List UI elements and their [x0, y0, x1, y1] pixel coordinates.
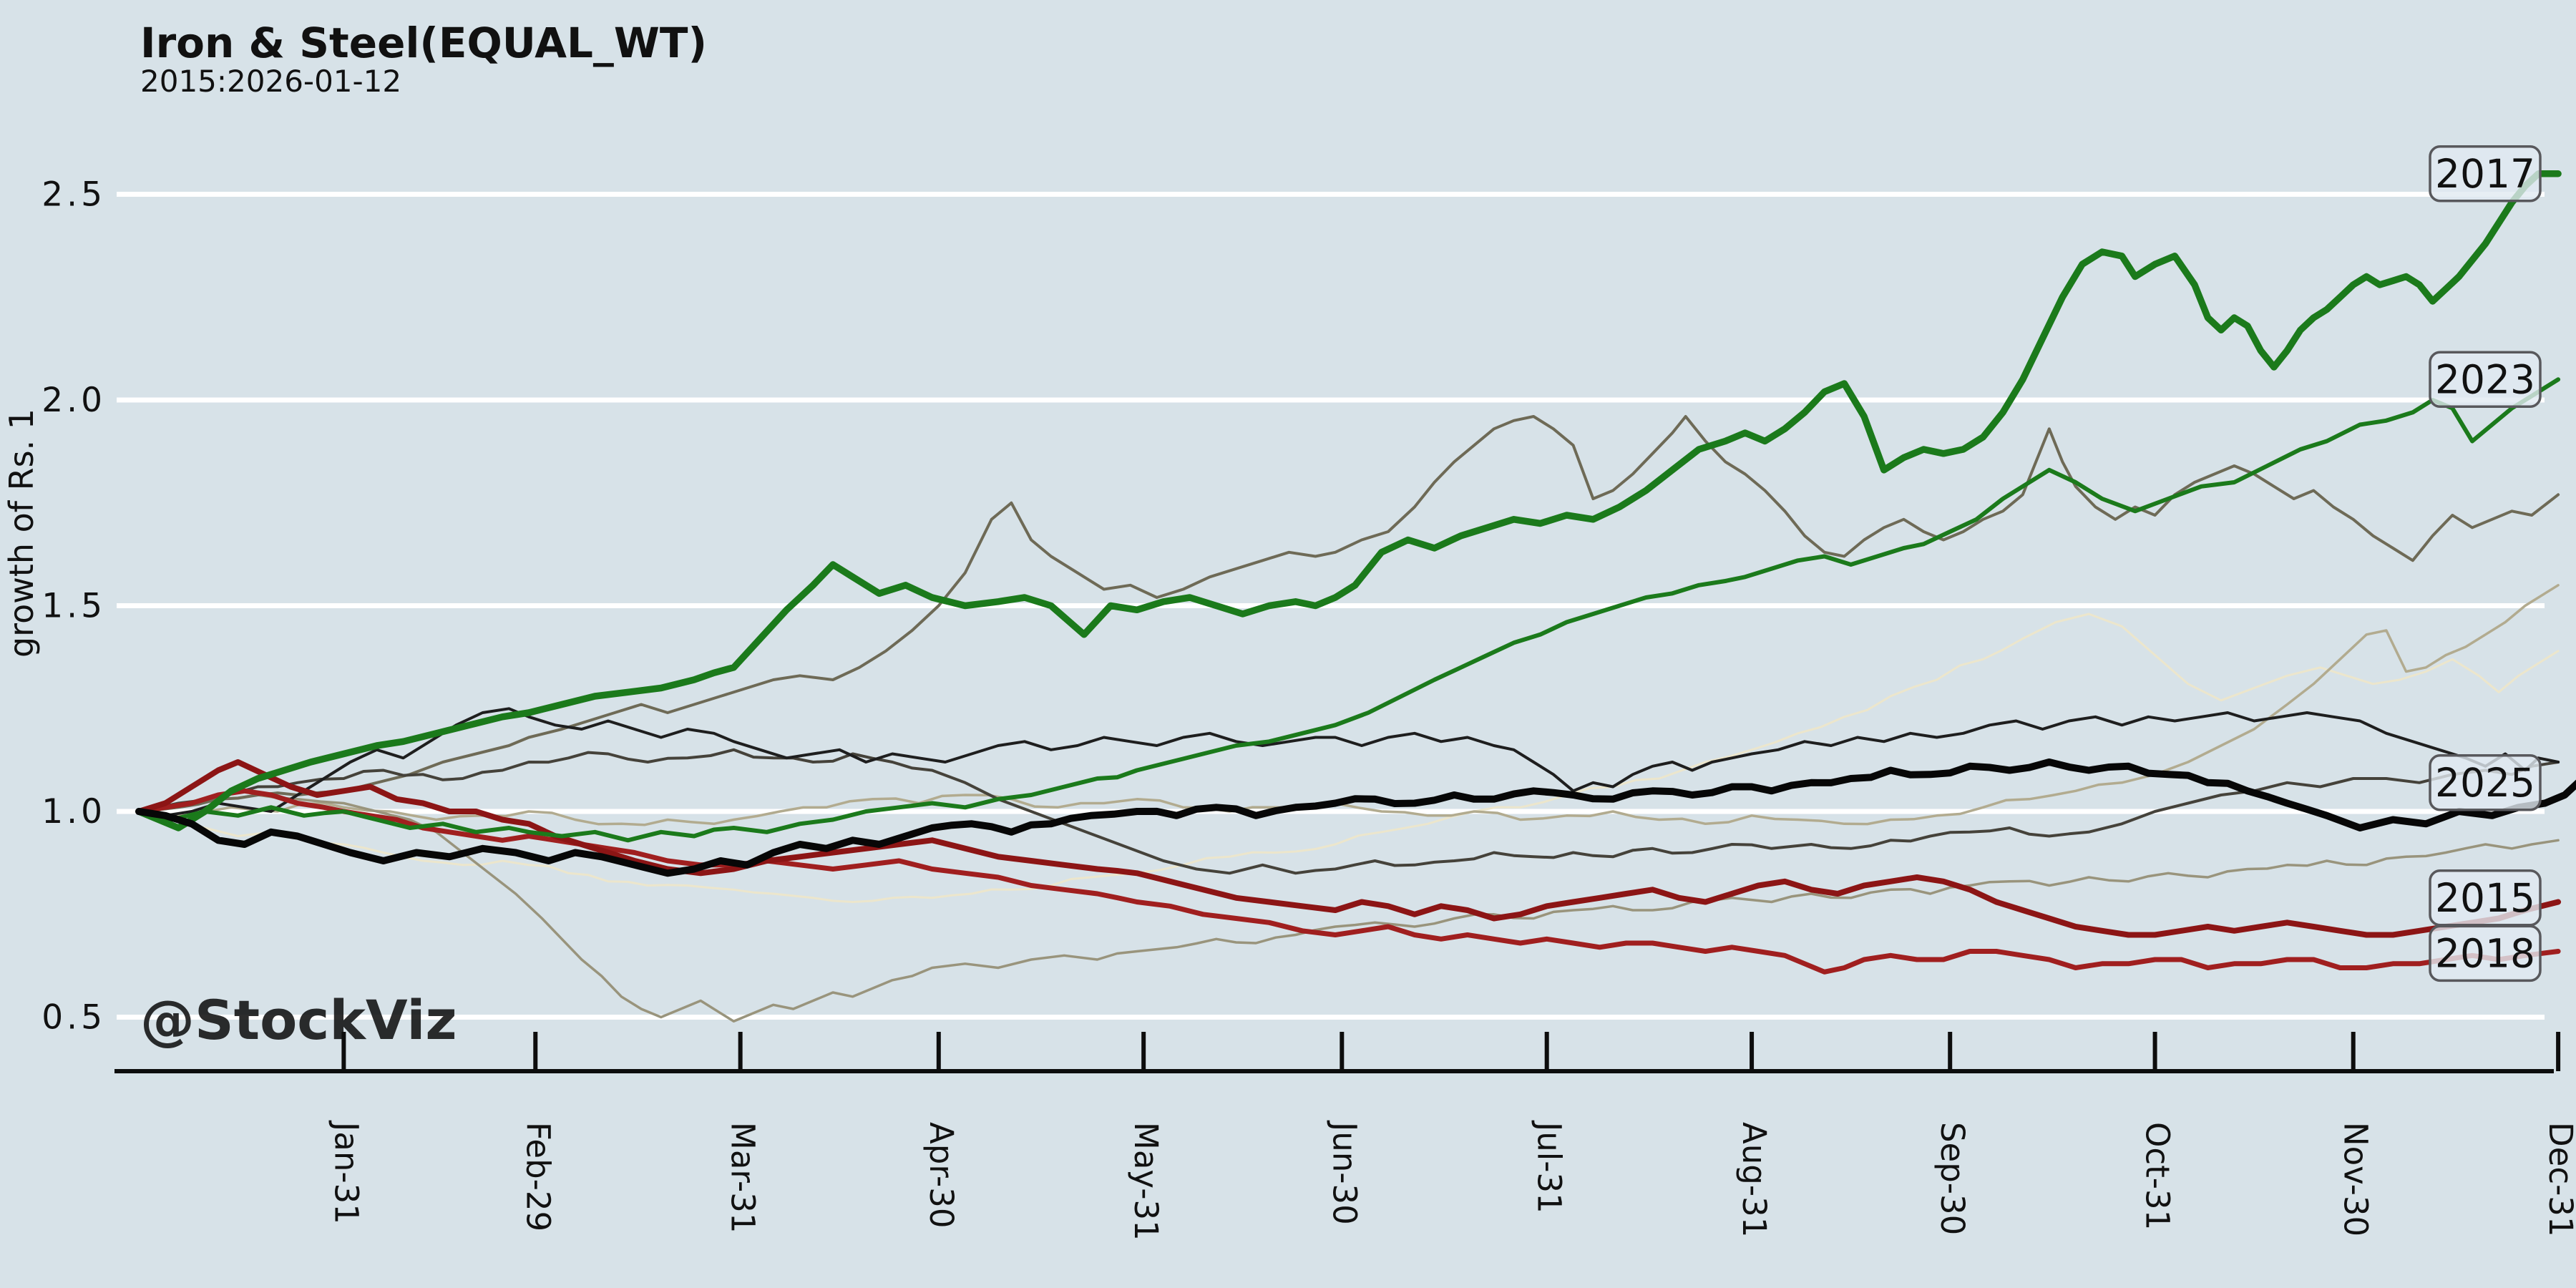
year-end-labels: 2017 2023 2025 2015 2018 [2429, 145, 2542, 982]
x-tick-label-Jul-31: Jul-31 [1531, 1120, 1568, 1214]
year-label-text-2015: 2015 [2435, 875, 2535, 921]
y-tick-label-0.5: 0.5 [42, 998, 106, 1038]
series-line-2020 [137, 794, 2560, 1023]
year-label-2017: 2017 [2429, 145, 2542, 203]
year-label-box-2018 [2429, 924, 2542, 982]
series-line-2017 [135, 170, 2562, 831]
x-tick-label-Apr-30: Apr-30 [922, 1122, 960, 1228]
x-tick-label-Mar-31: Mar-31 [724, 1122, 762, 1234]
x-tick-label-Dec-31: Dec-31 [2542, 1122, 2576, 1237]
year-label-2015: 2015 [2429, 869, 2542, 927]
series-line-2015 [136, 759, 2562, 938]
year-label-text-2017: 2017 [2435, 151, 2535, 197]
series-line-2024 [137, 707, 2560, 817]
y-tick-label-1.0: 1.0 [42, 792, 106, 831]
x-tick-label-Oct-31: Oct-31 [2139, 1122, 2177, 1230]
series-line-2025 [135, 758, 2576, 877]
year-label-box-2023 [2429, 351, 2542, 408]
chart-title: Iron & Steel(EQUAL_WT) [140, 19, 707, 67]
chart-subtitle: 2015:2026-01-12 [140, 64, 401, 99]
gridlines [117, 192, 2545, 1020]
series-line-2022 [137, 748, 2560, 875]
year-label-box-2025 [2429, 754, 2542, 811]
year-label-2023: 2023 [2429, 351, 2542, 408]
y-tick-label-2.5: 2.5 [42, 175, 106, 215]
x-tick-label-Jan-31: Jan-31 [327, 1120, 365, 1224]
series-line-2018 [136, 788, 2561, 975]
x-tick-label-Feb-29: Feb-29 [519, 1122, 557, 1231]
stockviz-watermark: @StockViz [140, 988, 457, 1052]
series-lines [135, 170, 2576, 1023]
year-label-text-2023: 2023 [2435, 356, 2535, 402]
series-line-2016 [137, 613, 2560, 903]
x-tick-label-Sep-30: Sep-30 [1933, 1122, 1971, 1235]
year-label-text-2018: 2018 [2435, 930, 2535, 976]
year-label-box-2017 [2429, 145, 2542, 203]
series-line-2021 [137, 415, 2560, 813]
y-axis-title: growth of Rs. 1 [2, 409, 41, 658]
x-tick-labels: Jan-31 Feb-29 Mar-31 Apr-30 May-31 Jun-30 Jul-… [327, 1120, 2576, 1241]
x-tick-label-May-31: May-31 [1127, 1122, 1165, 1241]
y-tick-label-2.0: 2.0 [42, 381, 106, 420]
series-line-2023 [137, 377, 2561, 843]
x-tick-label-Jun-30: Jun-30 [1325, 1120, 1363, 1225]
x-tick-label-Nov-30: Nov-30 [2337, 1122, 2375, 1236]
year-label-2025: 2025 [2429, 754, 2542, 811]
x-tick-label-Aug-31: Aug-31 [1735, 1122, 1773, 1237]
y-tick-label-1.5: 1.5 [42, 587, 106, 626]
year-label-text-2025: 2025 [2435, 760, 2535, 806]
x-axis [114, 1032, 2561, 1073]
year-label-2018: 2018 [2429, 924, 2542, 982]
y-tick-labels: 0.5 1.0 1.5 2.0 2.5 [42, 175, 106, 1038]
